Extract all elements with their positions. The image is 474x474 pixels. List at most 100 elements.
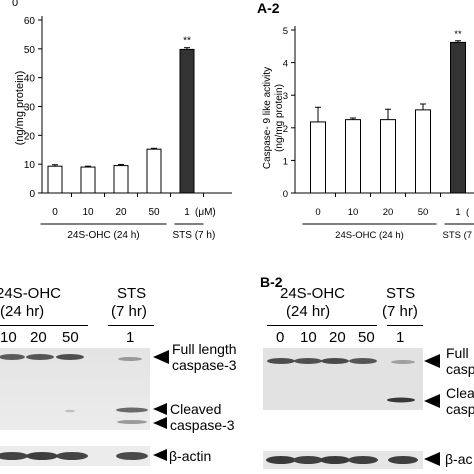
- blot-left-band-full-4: [118, 357, 142, 361]
- blot-right-actin-band-5: [388, 456, 418, 464]
- chart-a2-category-label-2: 20: [383, 207, 394, 218]
- chart-a1-ylabel: (ng/mg protein): [14, 71, 26, 146]
- chart-a1-ytick-label-6: 60: [24, 16, 36, 27]
- blot-left-actin-band-3: [56, 452, 88, 460]
- chart-a2-group-label-1: STS (7 h: [443, 230, 474, 241]
- blot-left-actin-band-2: [26, 452, 58, 460]
- panel-title-a2: A-2: [257, 0, 280, 16]
- chart-a1: 0 (ng/mg protein) 0 10 20 30 40 50 60 0 10 20 50 1 *…: [12, 0, 232, 241]
- blot-left-actin-band-1: [0, 452, 28, 460]
- blot-left-cleaved-label: Cleaved: [170, 401, 222, 417]
- blot-right-group-label: 24S-OHC: [280, 285, 346, 302]
- chart-a1-bar-2: [113, 165, 129, 194]
- chart-a2-bar-1: [345, 119, 361, 194]
- blot-right-actin-band-4: [348, 456, 378, 464]
- blot-right-full-label: Full: [446, 345, 469, 361]
- blot-left-caspase-image: [0, 348, 150, 430]
- chart-a1-bar-0: [47, 165, 63, 194]
- chart-a1-ytick-label-3: 30: [24, 103, 36, 114]
- blot-right-arrow-actin-icon: [424, 452, 440, 466]
- blot-right-band-full-1: [267, 358, 295, 364]
- blot-right-band-full-2: [294, 358, 322, 364]
- blot-right-band-full-4: [349, 358, 377, 364]
- chart-a2-bar-0: [310, 121, 326, 194]
- chart-a2-group-label-0: 24S-OHC (24 h): [335, 230, 404, 241]
- chart-a2-bar-3: [415, 109, 431, 194]
- blot-left-arrow-cleaved-1-icon: [153, 403, 167, 415]
- ylabel-line-0: Caspase- 9 like activity: [262, 67, 273, 169]
- chart-a2-category-label-0: 0: [315, 207, 320, 218]
- blot-right-sts-line: [387, 325, 423, 326]
- blot-left-lane-1: 1: [126, 329, 135, 346]
- chart-a1-ytick-label-2: 20: [24, 131, 36, 142]
- blot-left-lane-50: 50: [62, 329, 79, 346]
- blot-right: 24S-OHC (24 hr) STS (7 hr) 0 10 20 50 1 …: [237, 268, 474, 474]
- chart-a1-category-label-2: 20: [115, 207, 127, 218]
- blot-right-lane-10: 10: [300, 329, 317, 346]
- chart-a2-category-label-1: 10: [348, 207, 359, 218]
- chart-a2: Caspase- 9 like activity(ng/mg protein) …: [262, 26, 474, 241]
- chart-a2-ytick-label-1: 1: [283, 156, 288, 167]
- ylabel-line-1: (ng/mg protein): [274, 84, 285, 152]
- panel-title-b2: B-2: [260, 274, 283, 290]
- blot-right-full-label-2: casp: [446, 361, 474, 377]
- blot-right-band-full-3: [321, 358, 349, 364]
- chart-a2-ylabel: Caspase- 9 like activity(ng/mg protein): [262, 67, 285, 169]
- chart-a1-group-label-1: STS (7 h): [173, 230, 216, 241]
- blot-left-sts-line: [108, 325, 154, 326]
- blot-right-cleaved-label-2: casp: [446, 401, 474, 417]
- blot-right-lane-0: 0: [276, 329, 285, 346]
- blot-right-lane-50: 50: [358, 329, 375, 346]
- blot-right-actin-band-2: [293, 456, 323, 464]
- blot-left-group-sub: (24 hr): [0, 303, 45, 320]
- chart-a1-bar-1: [80, 166, 96, 194]
- blot-right-group-line: [267, 325, 377, 326]
- chart-a2-unit-label: (: [466, 207, 470, 218]
- blot-left-arrow-cleaved-2-icon: [153, 417, 167, 429]
- blot-left-full-label: Full length: [172, 341, 237, 357]
- chart-a1-ytick-label-0: 0: [29, 189, 35, 200]
- blot-left-cleaved-label-2: caspase-3: [170, 417, 235, 433]
- chart-a2-category-label-4: 1: [455, 207, 460, 218]
- blot-left-actin-label: β-actin: [169, 448, 212, 464]
- blot-left-lane-10: 10: [0, 329, 17, 346]
- chart-a1-plot: 0 10 20 30 40 50 60 0 10 20 50 1 ** (μM) 24S-OHC (24 h…: [24, 16, 232, 241]
- chart-a1-clipped-tick: 0: [12, 0, 18, 9]
- blot-right-lane-20: 20: [329, 329, 346, 346]
- blot-left-arrow-full-icon: [153, 350, 169, 364]
- chart-a1-category-label-1: 10: [82, 207, 94, 218]
- ylabel-line-0: (ng/mg protein): [14, 71, 26, 146]
- blot-right-band-cleaved: [387, 397, 415, 403]
- blot-left: 24S-OHC (24 hr) STS (7 hr) 10 20 50 1 Fu…: [0, 268, 237, 474]
- chart-a2-ytick-label-3: 3: [283, 91, 288, 102]
- blot-right-arrow-cleaved-icon: [424, 394, 440, 408]
- blot-right-lane-1: 1: [396, 329, 405, 346]
- blot-left-arrow-actin-icon: [153, 449, 167, 461]
- blot-right-sts-sub: (7 hr): [382, 303, 418, 320]
- chart-a2-category-label-3: 50: [418, 207, 429, 218]
- chart-a1-category-label-0: 0: [52, 207, 58, 218]
- blot-left-group-line: [0, 325, 88, 326]
- blot-left-group-label: 24S-OHC: [0, 285, 62, 302]
- blot-right-actin-band-1: [266, 456, 296, 464]
- blot-left-actin-image: [0, 446, 150, 466]
- chart-a1-bar-4: [179, 48, 195, 194]
- blot-left-band-faint: [65, 409, 75, 413]
- chart-a2-ytick-label-2: 2: [283, 124, 288, 135]
- blot-left-band-cleaved-1: [116, 407, 148, 413]
- blot-left-actin-band-4: [116, 452, 148, 460]
- blot-right-actin-band-3: [320, 456, 350, 464]
- chart-a1-group-label-0: 24S-OHC (24 h): [67, 230, 139, 241]
- blot-right-band-full-5: [391, 360, 415, 364]
- chart-a1-ytick-label-5: 50: [24, 45, 36, 56]
- chart-a1-category-label-4: 1: [184, 207, 190, 218]
- blot-left-sts-sub: (7 hr): [111, 303, 147, 320]
- blot-left-band-full-2: [26, 354, 54, 360]
- chart-a1-ytick-label-1: 10: [24, 160, 36, 171]
- chart-a1-ytick-label-4: 40: [24, 74, 36, 85]
- chart-a1-significance: **: [183, 36, 191, 47]
- blot-left-lane-20: 20: [30, 329, 47, 346]
- blot-left-band-cleaved-2: [117, 420, 147, 424]
- blot-left-full-label-2: caspase-3: [172, 357, 237, 373]
- chart-a1-bar-3: [146, 148, 162, 194]
